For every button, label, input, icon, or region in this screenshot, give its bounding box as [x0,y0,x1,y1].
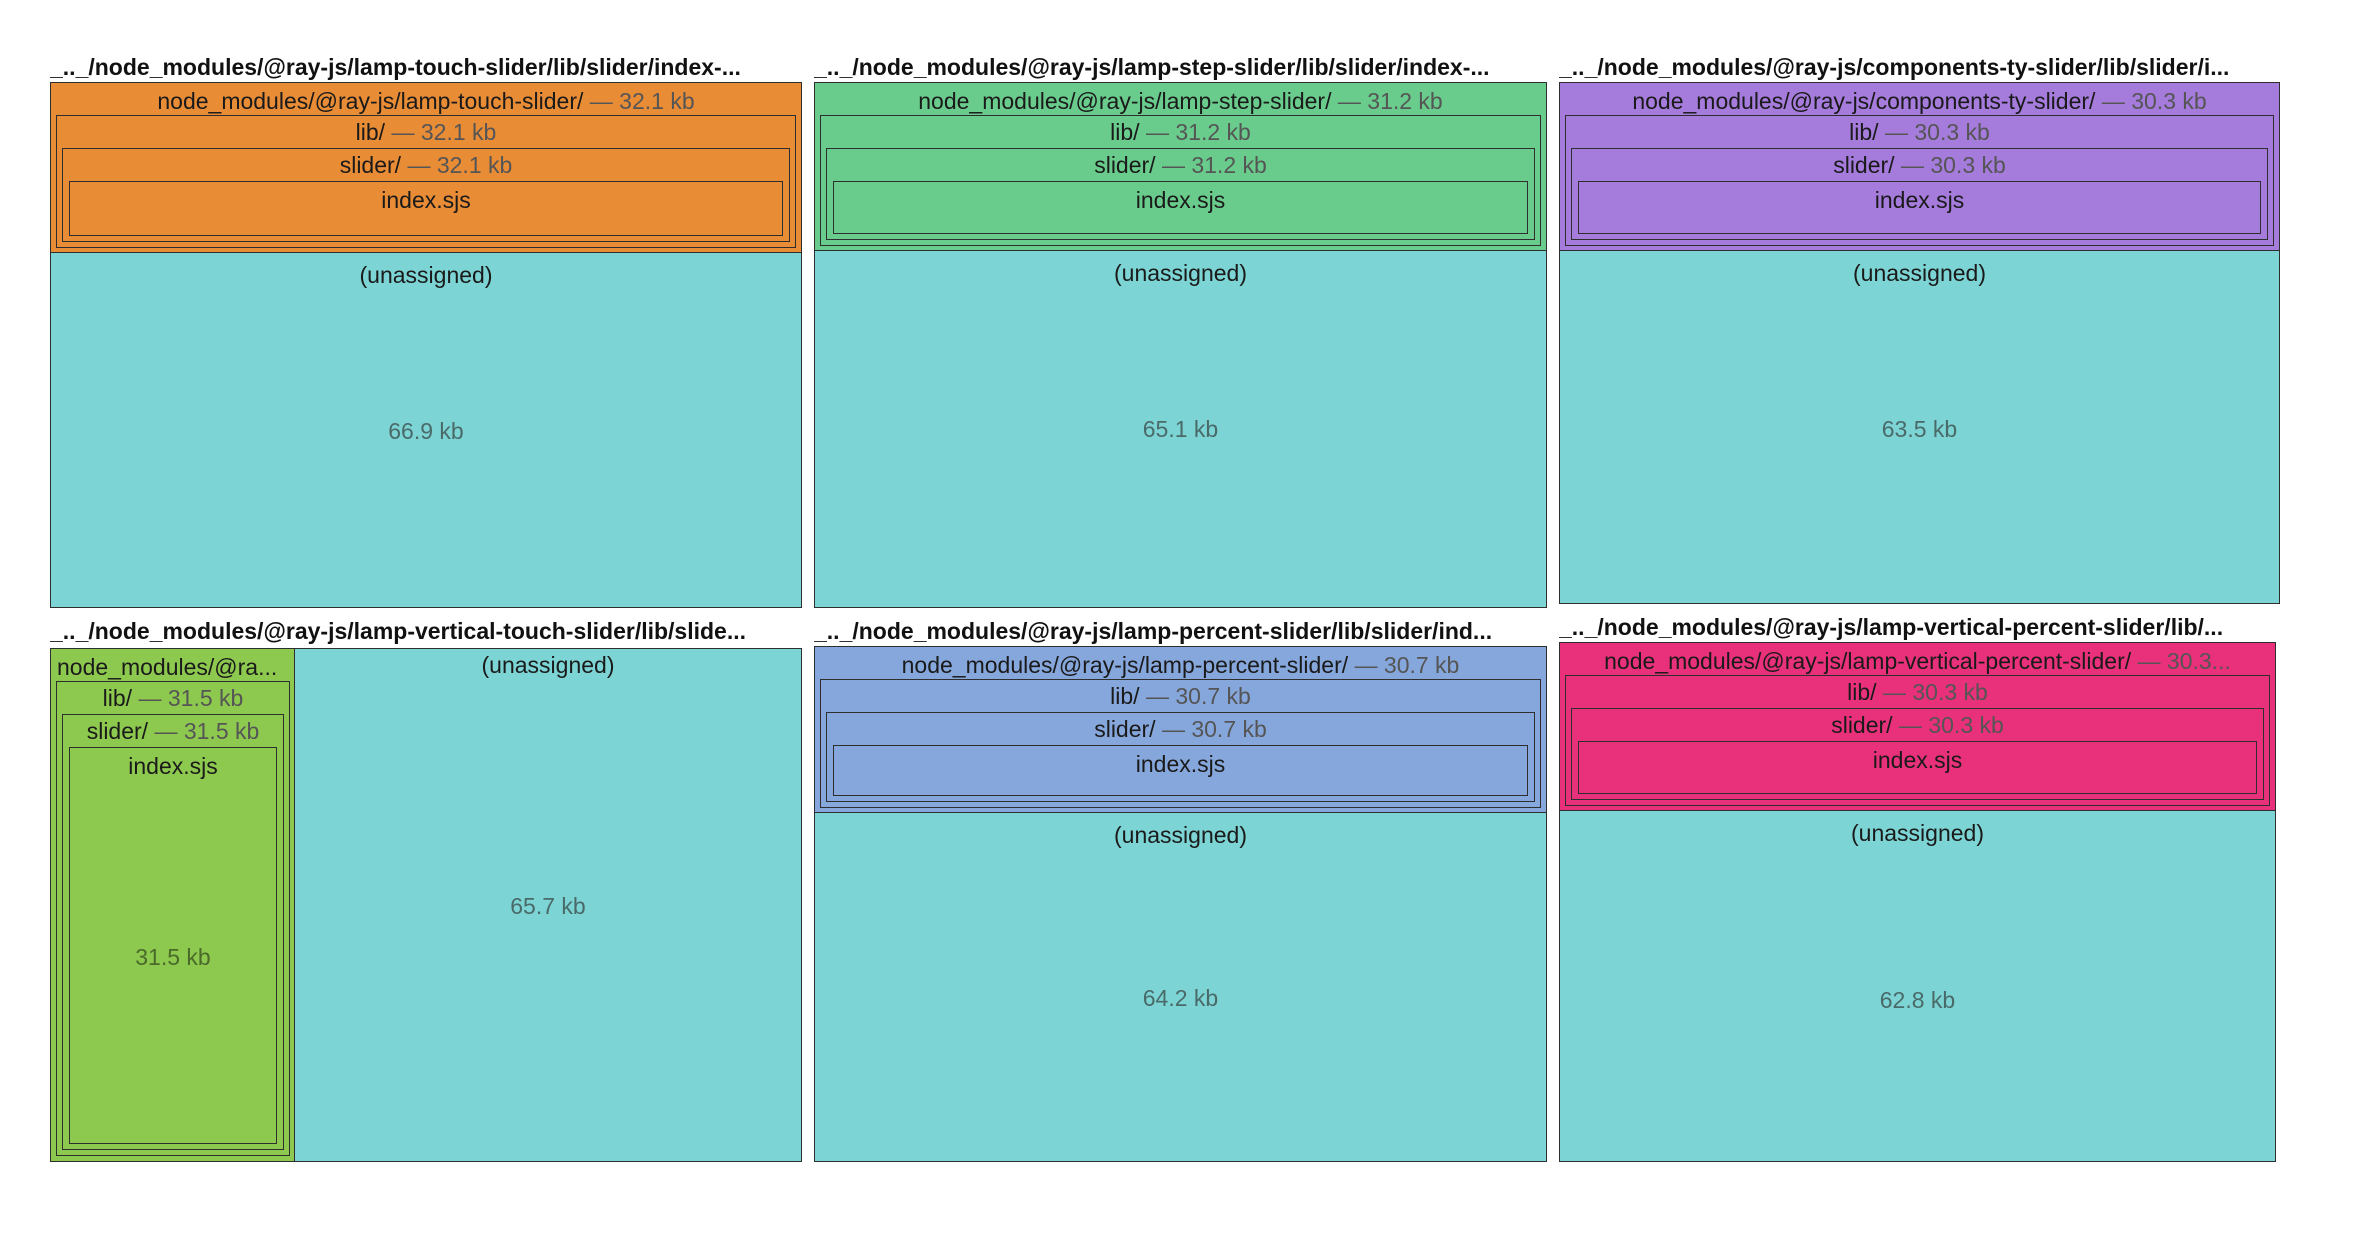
module-box[interactable]: node_modules/@ra... lib/ — 31.5 kb slide… [50,648,296,1162]
unassigned-box[interactable]: (unassigned) 65.7 kb [294,648,802,1162]
module-label: node_modules/@ra... [57,654,278,680]
lib-box[interactable]: lib/ — 31.5 kb slider/ — 31.5 kb index.s… [56,681,290,1156]
treemap-panel-lamp-touch-slider: _.._/node_modules/@ray-js/lamp-touch-sli… [50,54,802,608]
unassigned-box[interactable]: (unassigned) 66.9 kb [50,252,802,608]
lib-label: lib/ — 30.3 kb [1849,119,1990,145]
treemap-panel-lamp-vertical-touch-slider: _.._/node_modules/@ray-js/lamp-vertical-… [50,618,802,1162]
file-box[interactable]: index.sjs [833,745,1528,796]
unassigned-label: (unassigned) [1853,260,1986,286]
unassigned-size: 62.8 kb [1879,987,1956,1013]
file-label: index.sjs [1135,187,1226,213]
treemap-panel-lamp-step-slider: _.._/node_modules/@ray-js/lamp-step-slid… [814,54,1547,608]
slider-label: slider/ — 32.1 kb [339,152,513,178]
unassigned-label: (unassigned) [1851,820,1984,846]
slider-box[interactable]: slider/ — 30.3 kb index.sjs [1571,148,2268,240]
unassigned-size: 66.9 kb [388,418,464,444]
file-label: index.sjs [128,753,218,779]
slider-label: slider/ — 30.3 kb [1833,152,2006,178]
file-label: index.sjs [1874,187,1965,213]
lib-box[interactable]: lib/ — 32.1 kb slider/ — 32.1 kb index.s… [56,115,796,248]
file-box[interactable]: index.sjs [1578,181,2261,234]
lib-label: lib/ — 30.3 kb [1847,679,1988,705]
file-label: index.sjs [1135,751,1226,777]
unassigned-label: (unassigned) [359,262,493,288]
unassigned-box[interactable]: (unassigned) 63.5 kb [1559,250,2280,604]
unassigned-label: (unassigned) [1114,822,1247,848]
file-box[interactable]: index.sjs [69,181,783,236]
module-label: node_modules/@ray-js/lamp-vertical-perce… [1604,648,2231,674]
module-label: node_modules/@ray-js/lamp-touch-slider/ … [157,88,695,114]
treemap-panel-lamp-percent-slider: _.._/node_modules/@ray-js/lamp-percent-s… [814,618,1547,1162]
unassigned-size: 64.2 kb [1142,985,1219,1011]
module-box[interactable]: node_modules/@ray-js/lamp-percent-slider… [814,646,1547,814]
slider-box[interactable]: slider/ — 31.2 kb index.sjs [826,148,1535,240]
panel-title: _.._/node_modules/@ray-js/lamp-percent-s… [814,618,1493,644]
slider-box[interactable]: slider/ — 30.7 kb index.sjs [826,712,1535,802]
panel-title: _.._/node_modules/@ray-js/lamp-vertical-… [1559,614,2224,640]
file-size: 31.5 kb [135,944,211,970]
slider-box[interactable]: slider/ — 31.5 kb index.sjs 31.5 kb [62,714,284,1150]
lib-label: lib/ — 31.2 kb [1110,119,1251,145]
file-box[interactable]: index.sjs 31.5 kb [69,747,277,1144]
file-label: index.sjs [381,187,471,213]
unassigned-label: (unassigned) [1114,260,1247,286]
panel-title: _.._/node_modules/@ray-js/components-ty-… [1559,54,2230,80]
lib-label: lib/ — 30.7 kb [1110,683,1251,709]
unassigned-size: 65.1 kb [1142,416,1219,442]
lib-label: lib/ — 31.5 kb [102,685,244,711]
unassigned-box[interactable]: (unassigned) 62.8 kb [1559,810,2276,1162]
lib-label: lib/ — 32.1 kb [355,119,497,145]
module-label: node_modules/@ray-js/components-ty-slide… [1632,88,2207,114]
unassigned-label: (unassigned) [481,652,615,678]
module-box[interactable]: node_modules/@ray-js/lamp-touch-slider/ … [50,82,802,254]
file-box[interactable]: index.sjs [1578,741,2257,794]
slider-label: slider/ — 31.5 kb [86,718,260,744]
slider-box[interactable]: slider/ — 32.1 kb index.sjs [62,148,790,242]
panel-title: _.._/node_modules/@ray-js/lamp-touch-sli… [50,54,741,80]
slider-label: slider/ — 30.3 kb [1831,712,2004,738]
unassigned-size: 63.5 kb [1881,416,1958,442]
unassigned-box[interactable]: (unassigned) 65.1 kb [814,250,1547,608]
module-box[interactable]: node_modules/@ray-js/lamp-vertical-perce… [1559,642,2276,812]
file-box[interactable]: index.sjs [833,181,1528,234]
lib-box[interactable]: lib/ — 30.3 kb slider/ — 30.3 kb index.s… [1565,115,2274,246]
lib-box[interactable]: lib/ — 30.7 kb slider/ — 30.7 kb index.s… [820,679,1541,808]
lib-box[interactable]: lib/ — 30.3 kb slider/ — 30.3 kb index.s… [1565,675,2270,806]
treemap-panel-lamp-vertical-percent-slider: _.._/node_modules/@ray-js/lamp-vertical-… [1559,614,2276,1162]
unassigned-size: 65.7 kb [510,893,586,919]
treemap-panel-components-ty-slider: _.._/node_modules/@ray-js/components-ty-… [1559,54,2280,604]
lib-box[interactable]: lib/ — 31.2 kb slider/ — 31.2 kb index.s… [820,115,1541,246]
panel-title: _.._/node_modules/@ray-js/lamp-step-slid… [814,54,1490,80]
slider-label: slider/ — 30.7 kb [1094,716,1267,742]
module-label: node_modules/@ray-js/lamp-percent-slider… [901,652,1460,678]
file-label: index.sjs [1872,747,1963,773]
module-label: node_modules/@ray-js/lamp-step-slider/ —… [918,88,1443,114]
unassigned-box[interactable]: (unassigned) 64.2 kb [814,812,1547,1162]
module-box[interactable]: node_modules/@ray-js/components-ty-slide… [1559,82,2280,252]
slider-box[interactable]: slider/ — 30.3 kb index.sjs [1571,708,2264,800]
panel-title: _.._/node_modules/@ray-js/lamp-vertical-… [50,618,747,644]
slider-label: slider/ — 31.2 kb [1094,152,1267,178]
module-box[interactable]: node_modules/@ray-js/lamp-step-slider/ —… [814,82,1547,252]
